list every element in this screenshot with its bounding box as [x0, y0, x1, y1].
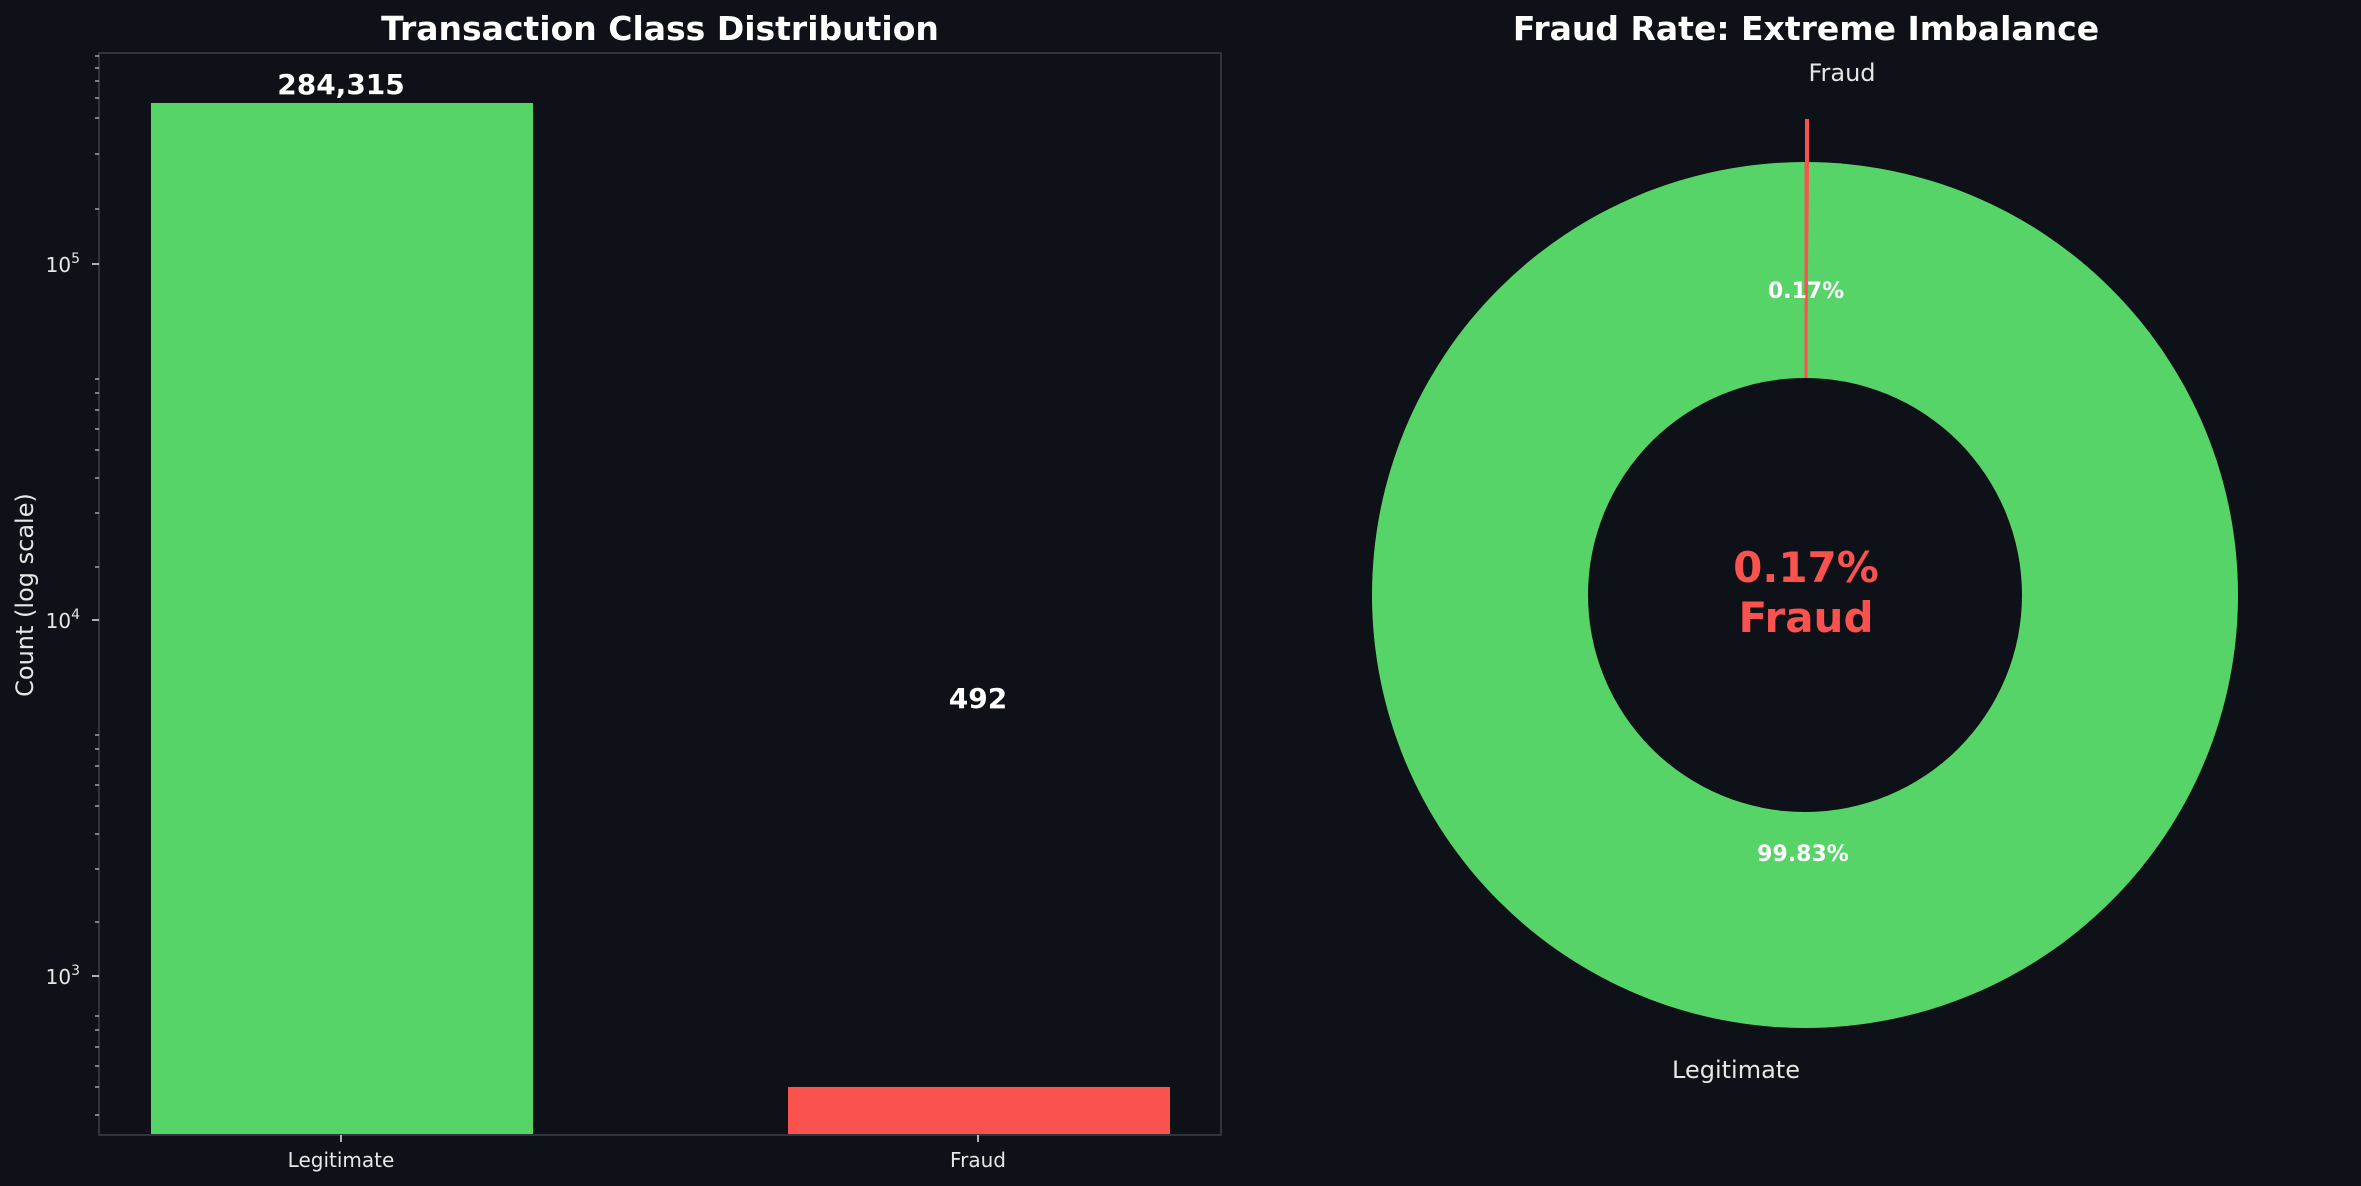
x-ticks — [340, 1135, 979, 1142]
slice-pct-fraud: 0.17% — [1768, 279, 1844, 304]
bar-chart-title: Transaction Class Distribution — [381, 9, 939, 48]
bar-chart: Transaction Class Distribution 284,315 4… — [11, 9, 1222, 1172]
donut-hole — [1588, 378, 2022, 812]
donut-chart-title: Fraud Rate: Extreme Imbalance — [1513, 9, 2099, 48]
y-axis-label: Count (log scale) — [11, 493, 39, 697]
y-minor-ticks — [95, 55, 99, 1116]
donut-chart: Fraud Rate: Extreme Imbalance Fraud Legi… — [1372, 9, 2238, 1084]
x-tick-label-legitimate: Legitimate — [288, 1148, 395, 1172]
y-tick-label-1e5: 105 — [46, 251, 80, 277]
center-annotation-pct: 0.17% — [1733, 543, 1879, 592]
bar-label-legitimate: 284,315 — [277, 68, 405, 101]
bar-fraud[interactable] — [788, 1087, 1170, 1134]
center-annotation-label: Fraud — [1738, 593, 1873, 642]
x-tick-label-fraud: Fraud — [950, 1148, 1006, 1172]
bar-label-fraud: 492 — [949, 682, 1007, 715]
y-tick-label-1e3: 103 — [46, 963, 80, 989]
y-tick-label-1e4: 104 — [46, 607, 80, 633]
bar-legitimate[interactable] — [151, 103, 533, 1134]
slice-pct-legitimate: 99.83% — [1757, 842, 1849, 867]
plot-area-frame — [98, 52, 1222, 1136]
slice-label-fraud: Fraud — [1808, 59, 1875, 87]
y-major-ticks — [92, 263, 99, 977]
slice-label-legitimate: Legitimate — [1672, 1056, 1800, 1084]
